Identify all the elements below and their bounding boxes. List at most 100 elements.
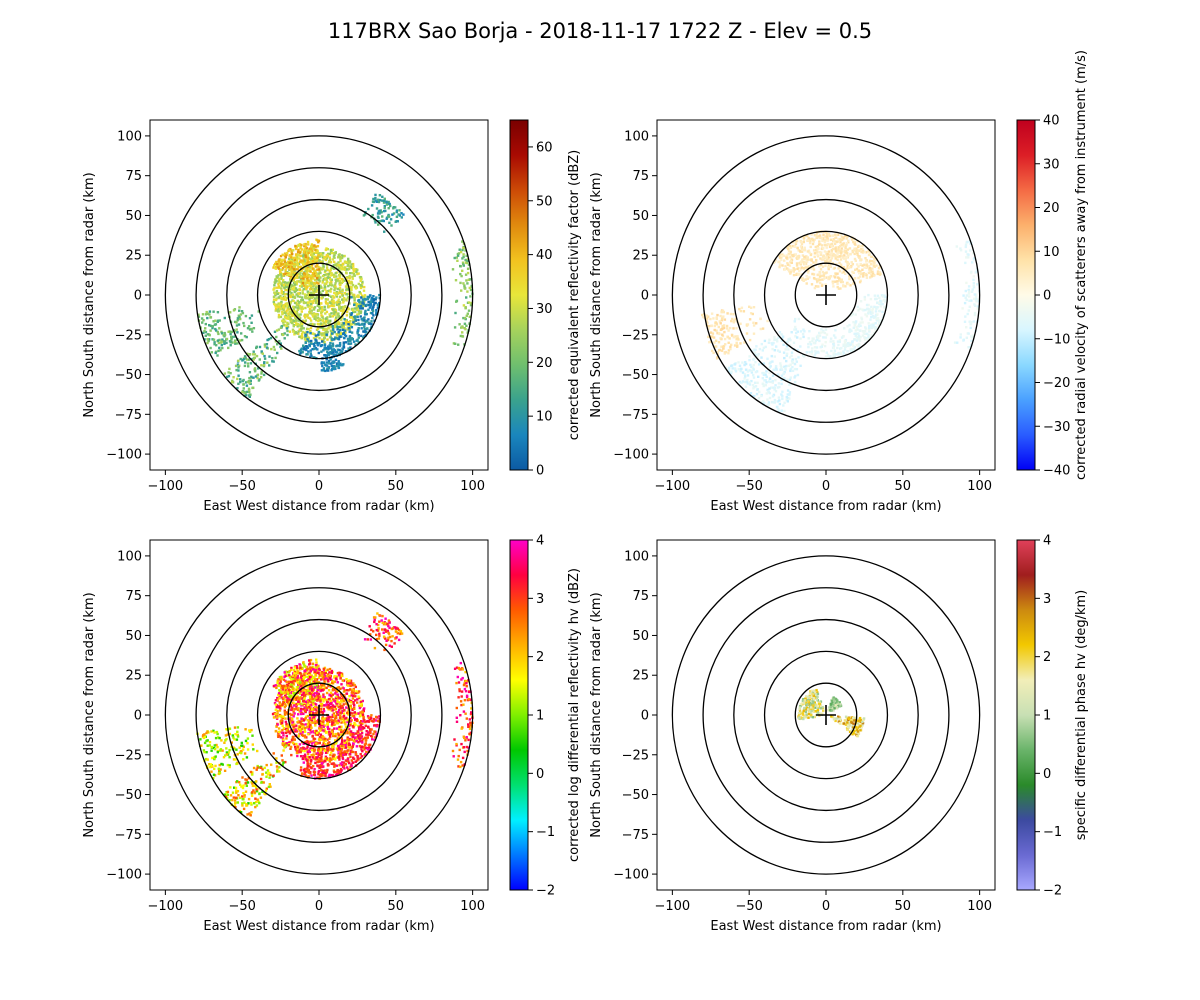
velocity-echo-gate [870, 333, 874, 337]
velocity-echo-gate [716, 332, 719, 335]
velocity-echo-gate [796, 255, 799, 258]
zdr-echo-gate [361, 710, 364, 713]
velocity-echo-gate [749, 312, 753, 315]
velocity-echo-gate [861, 308, 864, 311]
reflectivity-echo-gate [324, 302, 328, 305]
velocity-echo-gate [753, 381, 757, 384]
reflectivity-echo-gate [274, 281, 277, 284]
velocity-echo-gate [740, 306, 744, 309]
reflectivity-echo-gate [311, 267, 314, 270]
reflectivity-echo-gate [339, 328, 342, 332]
reflectivity-echo-gate [327, 359, 331, 363]
velocity-echo-gate [870, 255, 874, 258]
reflectivity-echo-gate [201, 313, 205, 316]
velocity-echo-gate [739, 322, 742, 325]
velocity-echo-gate [832, 344, 836, 348]
velocity-ytick-label: −100 [613, 448, 649, 463]
velocity-echo-gate [776, 400, 779, 403]
zdr-echo-gate [287, 744, 290, 747]
reflectivity-echo-gate [341, 266, 344, 270]
reflectivity-echo-gate [355, 306, 358, 310]
velocity-echo-gate [964, 261, 967, 265]
velocity-echo-gate [843, 345, 847, 349]
reflectivity-echo-gate [281, 268, 284, 272]
zdr-echo-gate [309, 747, 312, 750]
reflectivity-echo-gate [353, 307, 357, 310]
zdr-echo-gate [348, 727, 351, 731]
reflectivity-echo-gate [321, 289, 324, 293]
velocity-echo-gate [727, 349, 731, 352]
reflectivity-echo-gate [290, 259, 293, 263]
reflectivity-echo-gate [371, 309, 375, 313]
reflectivity-echo-gate [290, 258, 293, 261]
velocity-echo-gate [807, 237, 810, 240]
reflectivity-echo-gate [308, 307, 312, 311]
zdr-echo-gate [360, 722, 363, 726]
velocity-echo-gate [739, 309, 743, 313]
velocity-echo-gate [756, 388, 759, 391]
velocity-echo-gate [837, 246, 840, 249]
velocity-echo-gate [863, 329, 867, 333]
reflectivity-echo-gate [314, 301, 318, 304]
velocity-echo-gate [806, 258, 809, 261]
velocity-echo-gate [729, 345, 732, 349]
reflectivity-echo-gate [320, 369, 324, 372]
reflectivity-echo-gate [313, 244, 316, 247]
reflectivity-echo-gate [374, 301, 377, 305]
reflectivity-echo-gate [335, 263, 338, 266]
reflectivity-echo-gate [223, 335, 226, 338]
zdr-echo-gate [314, 722, 317, 726]
reflectivity-echo-gate [309, 326, 313, 330]
reflectivity-echo-gate [277, 274, 280, 277]
zdr-echo-gate [348, 698, 351, 702]
velocity-echo-gate [845, 268, 848, 271]
reflectivity-echo-gate [239, 313, 243, 316]
zdr-echo-gate [289, 747, 292, 750]
reflectivity-echo-gate [240, 338, 244, 342]
reflectivity-echo-gate [304, 254, 307, 257]
reflectivity-echo-gate [312, 277, 315, 280]
velocity-echo-gate [716, 355, 719, 359]
zdr-echo-gate [337, 732, 340, 735]
reflectivity-echo-gate [248, 376, 251, 380]
velocity-echo-gate [968, 320, 971, 323]
reflectivity-echo-gate [225, 337, 229, 341]
zdr-echo-gate [361, 727, 364, 730]
reflectivity-echo-gate [352, 273, 356, 276]
velocity-echo-gate [804, 263, 807, 266]
velocity-echo-gate [818, 339, 821, 343]
reflectivity-echo-gate [318, 276, 321, 279]
reflectivity-echo-gate [286, 321, 289, 325]
velocity-echo-gate [799, 330, 803, 333]
reflectivity-echo-gate [309, 322, 312, 326]
velocity-echo-gate [775, 345, 778, 348]
reflectivity-echo-gate [356, 315, 359, 318]
velocity-echo-gate [873, 257, 876, 260]
velocity-echo-gate [752, 376, 756, 379]
reflectivity-echo-gate [458, 323, 461, 326]
reflectivity-echo-gate [288, 290, 292, 294]
reflectivity-echo-gate [345, 314, 349, 317]
reflectivity-echo-gate [309, 253, 313, 257]
reflectivity-echo-gate [207, 338, 211, 341]
zdr-echo-gate [319, 723, 322, 726]
reflectivity-echo-gate [357, 333, 360, 337]
reflectivity-echo-gate [312, 342, 315, 346]
velocity-xtick-label: 0 [822, 479, 830, 494]
reflectivity-echo-gate [395, 215, 399, 218]
reflectivity-echo-gate [320, 338, 324, 341]
reflectivity-echo-gate [203, 329, 206, 333]
velocity-echo-gate [970, 290, 974, 293]
reflectivity-echo-gate [260, 372, 263, 375]
velocity-echo-gate [774, 379, 777, 382]
reflectivity-echo-gate [304, 301, 308, 304]
velocity-echo-gate [845, 242, 848, 245]
velocity-echo-gate [773, 388, 776, 391]
velocity-echo-gate [818, 271, 821, 274]
reflectivity-echo-gate [466, 282, 469, 285]
zdr-echo-gate [313, 730, 317, 733]
reflectivity-echo-gate [210, 351, 213, 354]
zdr-echo-gate [317, 738, 321, 741]
velocity-echo-gate [762, 384, 765, 388]
reflectivity-echo-gate [371, 308, 374, 311]
